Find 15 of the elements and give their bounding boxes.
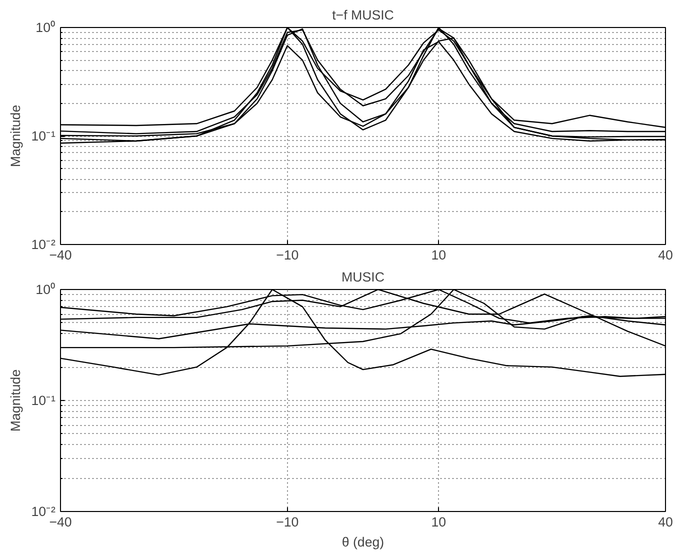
- chart-title: t−f MUSIC: [332, 8, 394, 22]
- y-tick-label: 10⁰: [36, 282, 56, 297]
- x-tick-label: 10: [431, 248, 446, 262]
- chart-title: MUSIC: [342, 270, 385, 284]
- y-tick-label: 10⁻¹: [31, 128, 56, 144]
- x-tick-label: −10: [276, 514, 299, 530]
- y-tick-label: 10⁻¹: [31, 393, 56, 408]
- y-axis-title: Magnitude: [8, 104, 24, 168]
- x-tick-label: 40: [658, 248, 673, 262]
- x-tick-label: 40: [658, 514, 673, 530]
- y-axis-title: Magnitude: [8, 369, 24, 432]
- y-tick-label: 10⁰: [36, 20, 56, 35]
- x-tick-label: −10: [276, 248, 299, 262]
- x-tick-label: 10: [431, 514, 446, 530]
- x-axis-title: θ (deg): [342, 534, 384, 550]
